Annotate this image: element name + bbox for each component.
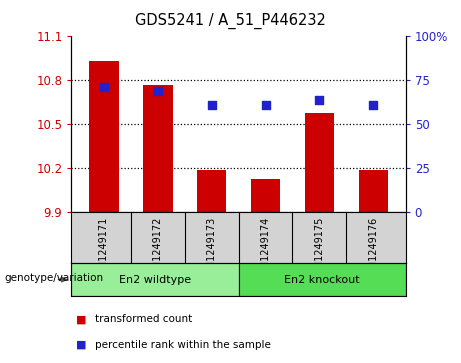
Text: ■: ■ [76, 340, 87, 350]
Text: GSM1249173: GSM1249173 [207, 216, 217, 282]
Text: En2 knockout: En2 knockout [284, 274, 360, 285]
Text: transformed count: transformed count [95, 314, 192, 325]
Text: GSM1249171: GSM1249171 [99, 216, 109, 282]
Text: GDS5241 / A_51_P446232: GDS5241 / A_51_P446232 [135, 13, 326, 29]
Point [100, 84, 107, 90]
Bar [359, 170, 388, 212]
Text: GSM1249176: GSM1249176 [368, 216, 378, 282]
Bar [305, 113, 334, 212]
Text: En2 wildtype: En2 wildtype [119, 274, 191, 285]
Bar [71, 263, 239, 296]
Point [208, 102, 215, 107]
Point [370, 102, 377, 107]
Text: ■: ■ [76, 314, 87, 325]
Text: percentile rank within the sample: percentile rank within the sample [95, 340, 271, 350]
Text: genotype/variation: genotype/variation [5, 273, 104, 283]
Bar [239, 263, 406, 296]
Bar [89, 61, 118, 212]
Point [262, 102, 269, 107]
Bar [251, 179, 280, 212]
Text: GSM1249175: GSM1249175 [314, 216, 325, 282]
Bar [143, 85, 172, 212]
Text: GSM1249174: GSM1249174 [260, 216, 271, 282]
Bar [197, 170, 226, 212]
Point [316, 97, 323, 103]
Text: GSM1249172: GSM1249172 [153, 216, 163, 282]
Point [154, 88, 161, 94]
